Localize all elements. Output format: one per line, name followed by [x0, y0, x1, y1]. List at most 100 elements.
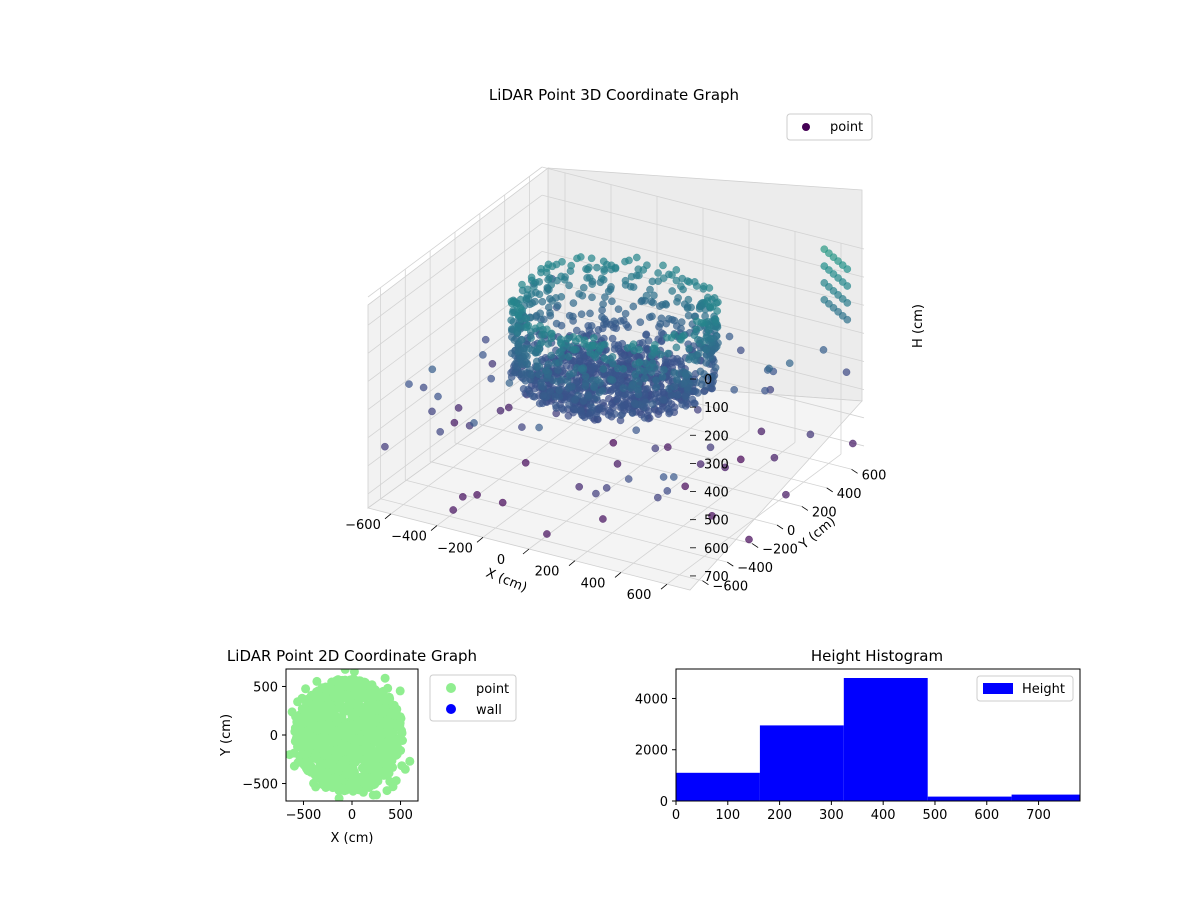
data-point	[682, 393, 690, 401]
data-point	[535, 290, 544, 299]
data-point	[341, 681, 350, 691]
data-point	[358, 787, 368, 797]
hist-bar	[676, 772, 760, 801]
data-point	[656, 319, 665, 328]
data-point	[555, 358, 563, 367]
z-tick-label: 400	[704, 486, 729, 501]
chart-height-histogram: Height Histogram 0 100 200 300 400 500 600 7000…	[635, 647, 1081, 823]
data-point	[673, 391, 682, 399]
data-point	[652, 383, 661, 391]
data-point	[565, 281, 573, 290]
data-point	[299, 739, 309, 749]
y-tick-label: −600	[712, 580, 748, 595]
data-point	[663, 333, 671, 342]
y-tick-label: 2000	[635, 744, 668, 759]
data-point	[334, 793, 344, 801]
data-point	[694, 405, 702, 414]
data-point	[673, 297, 681, 306]
tick-mark	[851, 468, 858, 474]
data-point	[569, 299, 578, 307]
data-point	[557, 272, 566, 281]
data-point	[714, 298, 722, 307]
data-point	[599, 365, 608, 373]
data-point	[819, 346, 828, 354]
data-point	[488, 359, 497, 368]
data-point	[672, 266, 681, 274]
data-point	[542, 366, 551, 375]
data-point	[629, 302, 638, 311]
chart2d-points	[286, 669, 415, 801]
data-point	[303, 759, 312, 769]
data-point	[621, 276, 630, 285]
data-point	[670, 473, 678, 481]
z-tick-label: 500	[704, 514, 729, 529]
data-point	[711, 363, 720, 372]
data-point	[646, 363, 654, 371]
data-point	[575, 290, 583, 298]
data-point	[691, 399, 699, 408]
data-point	[639, 266, 648, 274]
data-point	[504, 403, 513, 412]
data-point	[648, 312, 656, 321]
data-point	[685, 355, 693, 364]
data-point	[428, 365, 437, 374]
data-point	[328, 777, 337, 786]
data-point	[381, 770, 391, 780]
data-point	[681, 482, 690, 491]
grid-line	[541, 166, 865, 250]
data-point	[658, 373, 667, 381]
data-point	[737, 455, 745, 464]
data-point	[363, 729, 373, 739]
data-point	[577, 364, 586, 373]
y-tick-label: 200	[812, 505, 837, 520]
data-point	[619, 365, 628, 373]
data-point	[405, 756, 415, 766]
x-tick-label: 400	[871, 808, 896, 823]
data-point	[588, 293, 596, 302]
data-point	[286, 750, 294, 760]
data-point	[648, 351, 656, 360]
data-point	[598, 313, 606, 321]
y-tick-label: 600	[862, 468, 887, 483]
data-point	[365, 773, 374, 783]
data-point	[659, 274, 668, 283]
data-point	[665, 384, 673, 393]
data-point	[360, 678, 370, 688]
x-tick-label: −500	[286, 808, 322, 823]
grid-line	[620, 442, 796, 573]
y-tick-label: 400	[837, 487, 862, 502]
data-point	[321, 682, 331, 692]
data-point	[630, 399, 639, 408]
data-point	[479, 351, 487, 359]
data-point	[297, 693, 307, 703]
data-point	[397, 726, 406, 736]
data-point	[661, 300, 670, 308]
hist-title: Height Histogram	[811, 647, 943, 665]
tick-mark	[614, 572, 622, 578]
data-point	[590, 382, 598, 391]
z-tick-label: 0	[704, 373, 712, 388]
data-point	[347, 674, 357, 684]
data-point	[573, 254, 581, 263]
data-point	[419, 383, 428, 392]
data-point	[843, 265, 852, 273]
data-point	[514, 347, 523, 355]
data-point	[563, 334, 572, 343]
x-tick-label: 500	[388, 808, 413, 823]
data-point	[665, 315, 673, 323]
data-point	[381, 442, 389, 451]
data-point	[517, 370, 526, 379]
data-point	[604, 411, 613, 419]
data-point	[668, 287, 677, 295]
data-point	[610, 345, 619, 353]
data-point	[617, 411, 625, 420]
data-point	[687, 303, 695, 312]
data-point	[599, 515, 607, 523]
data-point	[329, 692, 339, 702]
data-point	[737, 346, 745, 355]
data-point	[849, 439, 857, 448]
data-point	[617, 402, 626, 411]
data-point	[745, 535, 753, 544]
x-tick-label: 500	[923, 808, 948, 823]
data-point	[395, 718, 405, 728]
